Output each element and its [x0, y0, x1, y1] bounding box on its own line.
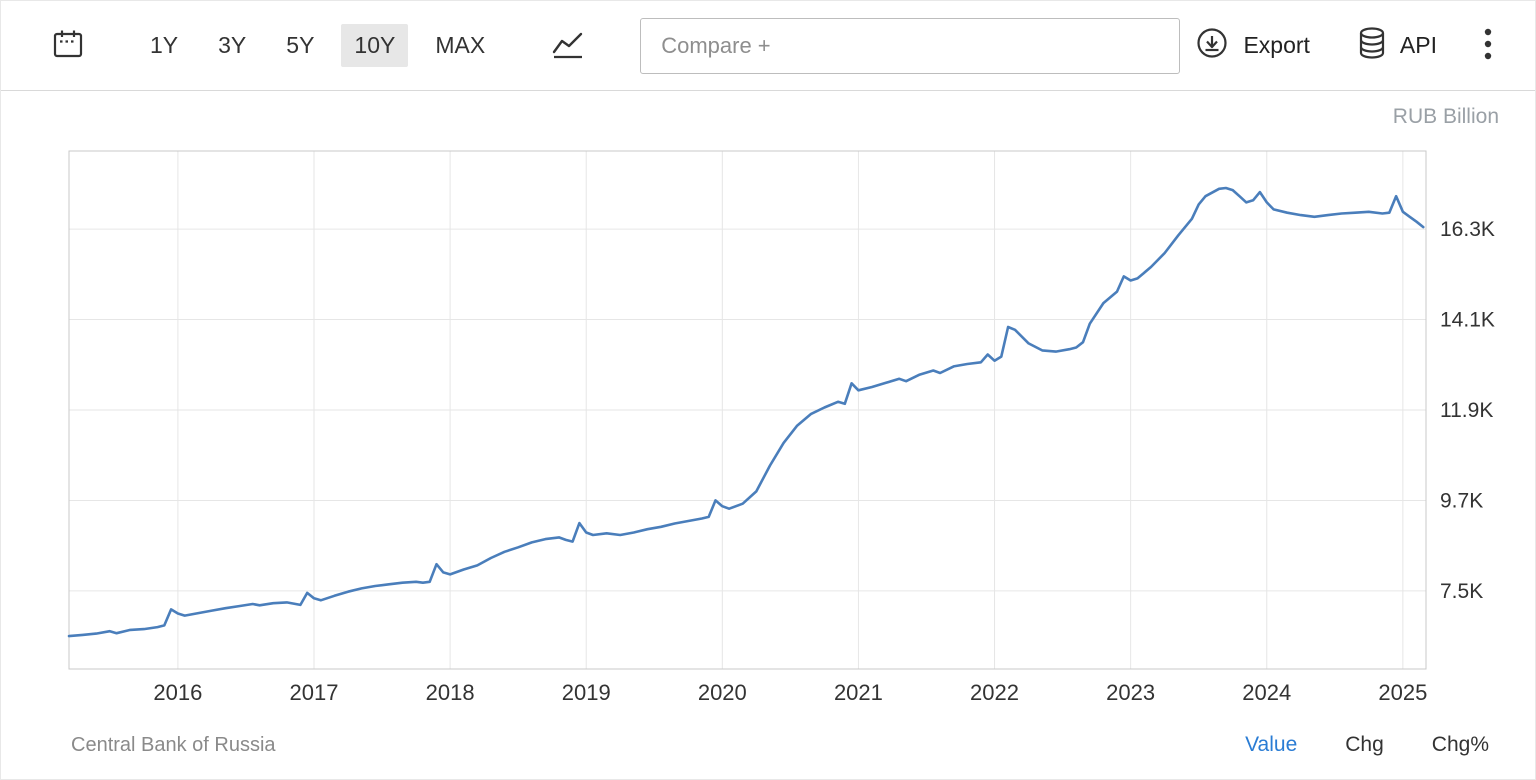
x-tick-label: 2018 [426, 680, 475, 705]
kebab-menu-icon [1483, 26, 1493, 65]
footer: Central Bank of Russia Value Chg Chg% [1, 711, 1535, 779]
range-max-button[interactable]: MAX [422, 24, 498, 67]
unit-label: RUB Billion [1392, 105, 1499, 128]
x-tick-label: 2025 [1378, 680, 1427, 705]
plot-border [68, 150, 1427, 670]
x-tick-label: 2024 [1242, 680, 1291, 705]
more-options-button[interactable] [1483, 26, 1493, 65]
y-tick-label: 9.7K [1440, 489, 1483, 512]
source-attribution: Central Bank of Russia [71, 733, 276, 756]
x-tick-label: 2017 [290, 680, 339, 705]
tab-value[interactable]: Value [1245, 733, 1298, 756]
x-tick-label: 2019 [562, 680, 611, 705]
calendar-button[interactable] [51, 27, 85, 64]
x-tick-label: 2021 [834, 680, 883, 705]
x-tick-label: 2016 [153, 680, 202, 705]
range-5y-button[interactable]: 5Y [273, 24, 327, 67]
export-label: Export [1243, 32, 1310, 58]
tab-chg-pct[interactable]: Chg% [1431, 733, 1489, 756]
chart-type-button[interactable] [550, 28, 586, 63]
toolbar-right-group: Export API [1193, 26, 1493, 66]
cloud-download-icon [1193, 26, 1231, 66]
range-selector: 1Y 3Y 5Y 10Y MAX [137, 24, 498, 67]
y-tick-label: 16.3K [1440, 218, 1495, 241]
range-10y-button[interactable]: 10Y [341, 24, 409, 67]
line-chart-icon [550, 28, 586, 63]
x-tick-label: 2023 [1106, 680, 1155, 705]
toolbar: 1Y 3Y 5Y 10Y MAX Export [1, 1, 1535, 91]
api-button[interactable]: API [1356, 26, 1437, 66]
y-tick-label: 11.9K [1440, 399, 1493, 422]
x-tick-label: 2020 [698, 680, 747, 705]
database-icon [1356, 26, 1388, 66]
data-line [67, 186, 1425, 638]
y-tick-label: 7.5K [1440, 580, 1483, 603]
x-tick-label: 2022 [970, 680, 1019, 705]
footer-tabs: Value Chg Chg% [1245, 733, 1489, 757]
calendar-icon [51, 27, 85, 64]
api-label: API [1399, 32, 1437, 58]
export-button[interactable]: Export [1193, 26, 1310, 66]
chart-section: RUB Billion 7.5K 9.7K 11.9K 14.1K 16.3K 2016 2… [1, 91, 1535, 711]
chart-canvas[interactable]: 7.5K 9.7K 11.9K 14.1K 16.3K 2016 2017 2018 2019 2… [1, 91, 1536, 711]
range-1y-button[interactable]: 1Y [137, 24, 191, 67]
range-3y-button[interactable]: 3Y [205, 24, 259, 67]
compare-input[interactable] [640, 17, 1181, 74]
tab-chg[interactable]: Chg [1345, 733, 1384, 756]
y-tick-label: 14.1K [1440, 309, 1495, 332]
